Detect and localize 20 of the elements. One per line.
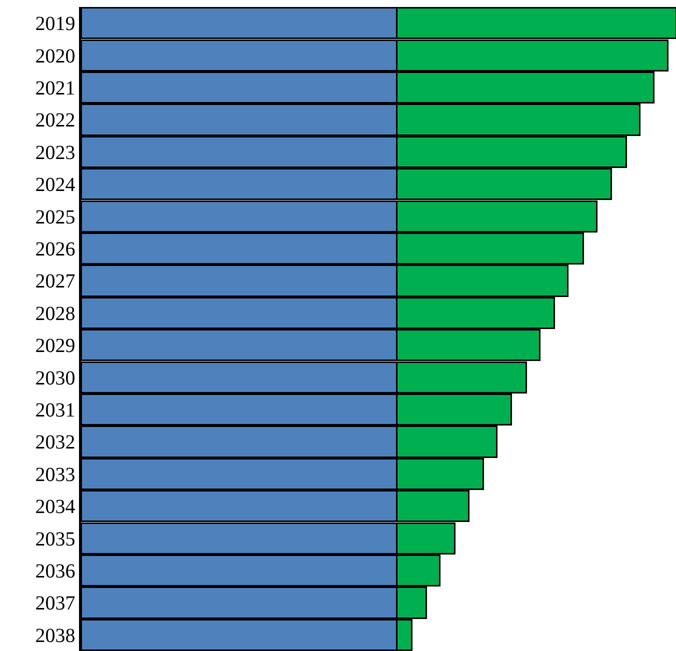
y-tick-label: 2025 [35, 206, 76, 228]
y-tick-label: 2034 [35, 496, 76, 518]
y-tick-label: 2024 [35, 174, 76, 196]
y-tick-label: 2027 [35, 270, 76, 293]
y-tick-label: 2021 [35, 78, 76, 100]
y-tick-label: 2020 [35, 45, 76, 68]
y-tick-label: 2031 [35, 400, 76, 422]
y-tick-label: 2035 [35, 528, 76, 550]
y-tick-label: 2030 [35, 367, 76, 390]
y-tick-label: 2028 [35, 302, 76, 325]
y-tick-label: 2033 [35, 464, 76, 486]
y-tick-label: 2037 [35, 592, 76, 615]
y-tick-label: 2022 [35, 110, 76, 132]
y-tick-label: 2032 [35, 432, 76, 454]
y-tick-label: 2023 [35, 142, 76, 164]
y-tick-label: 2036 [35, 560, 76, 582]
y-tick-label: 2019 [35, 13, 76, 36]
y-tick-label: 2038 [35, 624, 76, 647]
y-tick-label: 2029 [35, 335, 76, 358]
y-tick-label: 2026 [35, 238, 76, 260]
